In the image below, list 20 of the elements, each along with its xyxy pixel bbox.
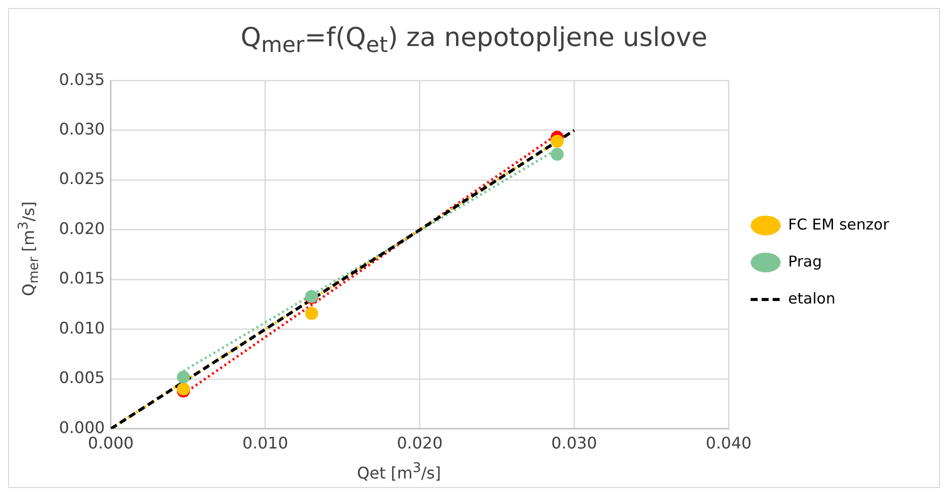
- y-tick-label: 0.020: [58, 218, 105, 238]
- y-tick-label: 0.030: [58, 120, 105, 138]
- x-tick-label: 0.020: [396, 434, 443, 453]
- x-axis-title: Qet [m$^{3}$/s]: [356, 461, 442, 482]
- legend-label: FC EM senzor: [788, 215, 890, 234]
- point: [176, 370, 190, 384]
- y-tick-label: 0.035: [58, 70, 105, 89]
- y-tick-label: 0.025: [58, 169, 105, 188]
- chart-title: Q$_{mer}$=f(Q$_{et}$) za nepotopljene uslove: [240, 23, 708, 60]
- legend-label: Prag: [788, 252, 822, 270]
- x-tick-label: 0.010: [242, 434, 288, 453]
- y-tick-label: 0.010: [58, 318, 105, 338]
- y-tick-label: 0.005: [58, 368, 105, 388]
- point: [550, 134, 564, 148]
- point: [550, 148, 564, 161]
- legend-label: etalon: [788, 289, 836, 308]
- y-tick-label: 0.015: [58, 268, 105, 288]
- x-tick-label: 0.040: [706, 434, 752, 453]
- point: [305, 306, 318, 320]
- x-tick-label: 0.030: [551, 434, 598, 453]
